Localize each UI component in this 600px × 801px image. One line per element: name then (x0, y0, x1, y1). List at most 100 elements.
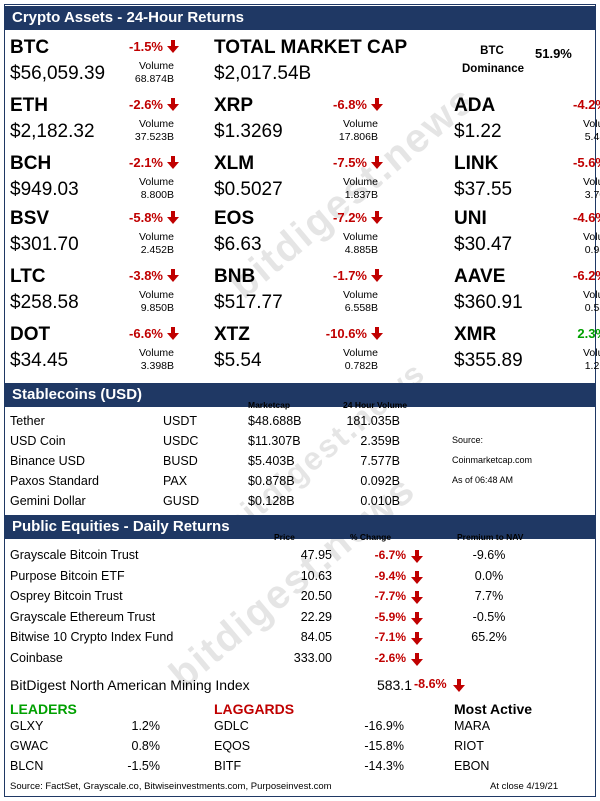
asset-symbol: XRP (214, 95, 254, 116)
down-arrow-icon (371, 211, 383, 224)
down-arrow-icon (411, 611, 423, 625)
asset-price: $5.54 (214, 350, 262, 371)
asset-price: $1.3269 (214, 121, 283, 142)
stablecoin-volume: 0.092B (360, 474, 400, 488)
asset-price: $355.89 (454, 350, 523, 371)
stablecoin-name: Binance USD (10, 454, 86, 468)
asset-change: -6.6% (129, 326, 163, 341)
asset-change: -1.5% (129, 39, 163, 54)
most-active-heading: Most Active (454, 701, 533, 717)
asset-volume-label: Volume (138, 289, 174, 301)
equity-name: Bitwise 10 Crypto Index Fund (10, 630, 174, 644)
asset-symbol: BCH (10, 153, 52, 174)
asset-symbol: UNI (454, 208, 487, 229)
asset-symbol: BTC (10, 37, 50, 58)
equity-change: -6.7% (374, 548, 406, 562)
asset-change: -4.2% (573, 97, 600, 112)
asset-price: $258.58 (10, 292, 79, 313)
col-change: % Change (350, 532, 392, 542)
stablecoin-marketcap: $5.403B (248, 454, 295, 468)
leader-change: 1.2% (131, 719, 161, 733)
equity-name: Grayscale Bitcoin Trust (10, 548, 139, 562)
mining-index-label: BitDigest North American Mining Index (10, 677, 250, 693)
asset-symbol: XTZ (214, 324, 250, 345)
stablecoin-name: Paxos Standard (10, 474, 99, 488)
stablecoin-ticker: BUSD (163, 454, 198, 468)
asset-change: -5.8% (129, 210, 163, 225)
most-active-ticker: EBON (454, 759, 490, 773)
asset-volume-label: Volume (138, 118, 174, 130)
asset-volume-label: Volume (342, 347, 378, 359)
down-arrow-icon (371, 327, 383, 340)
stablecoin-ticker: GUSD (163, 494, 200, 508)
asset-price: $6.63 (214, 234, 262, 255)
stablecoin-name: Tether (10, 414, 45, 428)
asset-change: -3.8% (129, 268, 163, 283)
down-arrow-icon (453, 679, 465, 692)
asset-symbol: XMR (454, 324, 497, 345)
equity-change: -7.1% (374, 630, 406, 644)
asset-volume: 3.701B (584, 189, 600, 201)
equity-name: Coinbase (10, 650, 63, 665)
asset-volume: 1.837B (344, 189, 378, 201)
asset-volume: 6.558B (344, 302, 378, 314)
stablecoin-volume: 181.035B (346, 414, 400, 428)
source-label: Source: (452, 435, 484, 445)
asset-price: $56,059.39 (10, 63, 106, 84)
col-premium: Premium to NAV (457, 532, 524, 542)
asset-volume-label: Volume (342, 231, 378, 243)
leader-change: -1.5% (127, 759, 160, 773)
as-of-time: As of 06:48 AM (452, 475, 514, 485)
laggard-ticker: GDLC (214, 719, 249, 733)
asset-change: -1.7% (333, 268, 367, 283)
laggard-ticker: EQOS (214, 739, 251, 753)
stablecoin-name: USD Coin (10, 434, 66, 448)
total-market-cap-label: TOTAL MARKET CAP (214, 37, 408, 58)
asset-volume-label: Volume (582, 347, 600, 359)
asset-change: -4.6% (573, 210, 600, 225)
equity-price: 333.00 (293, 650, 332, 665)
stablecoins-title: Stablecoins (USD) (12, 386, 143, 403)
stablecoin-ticker: USDC (163, 434, 199, 448)
btc-dominance-value: 51.9% (535, 46, 572, 61)
down-arrow-icon (371, 98, 383, 111)
asset-volume: 5.489B (584, 131, 600, 143)
stablecoin-volume: 2.359B (360, 434, 400, 448)
down-arrow-icon (167, 327, 179, 340)
equity-name: Purpose Bitcoin ETF (10, 568, 125, 583)
asset-symbol: BNB (214, 266, 256, 287)
laggard-ticker: BITF (214, 759, 242, 773)
footer-at-close: At close 4/19/21 (490, 781, 559, 792)
equity-premium: -0.5% (472, 609, 506, 624)
asset-price: $2,182.32 (10, 121, 95, 142)
down-arrow-icon (371, 269, 383, 282)
asset-change: -7.5% (333, 155, 367, 170)
asset-symbol: LINK (454, 153, 499, 174)
equity-premium: 65.2% (471, 630, 507, 644)
asset-price: $360.91 (454, 292, 523, 313)
asset-symbol: AAVE (454, 266, 506, 287)
laggard-change: -15.8% (364, 739, 404, 753)
asset-symbol: ETH (10, 95, 48, 116)
asset-change: -10.6% (325, 326, 367, 341)
asset-volume-label: Volume (582, 118, 600, 130)
equity-change: -2.6% (374, 650, 406, 665)
asset-volume-label: Volume (138, 231, 174, 243)
stablecoin-volume: 0.010B (360, 494, 400, 508)
laggards-heading: LAGGARDS (214, 701, 295, 717)
asset-price: $517.77 (214, 292, 283, 313)
asset-volume: 37.523B (134, 131, 174, 143)
stablecoin-marketcap: $48.688B (248, 414, 302, 428)
leader-ticker: GWAC (10, 739, 49, 753)
total-market-cap-value: $2,017.54B (214, 63, 312, 84)
equity-change: -7.7% (374, 589, 406, 603)
equity-price: 47.95 (300, 548, 332, 562)
asset-change: -7.2% (333, 210, 367, 225)
leaders-heading: LEADERS (10, 701, 77, 717)
asset-change: -5.6% (573, 155, 600, 170)
asset-change: 2.3% (577, 326, 600, 341)
asset-volume-label: Volume (342, 176, 378, 188)
most-active-ticker: RIOT (454, 739, 484, 753)
asset-price: $37.55 (454, 179, 513, 200)
down-arrow-icon (411, 591, 423, 604)
